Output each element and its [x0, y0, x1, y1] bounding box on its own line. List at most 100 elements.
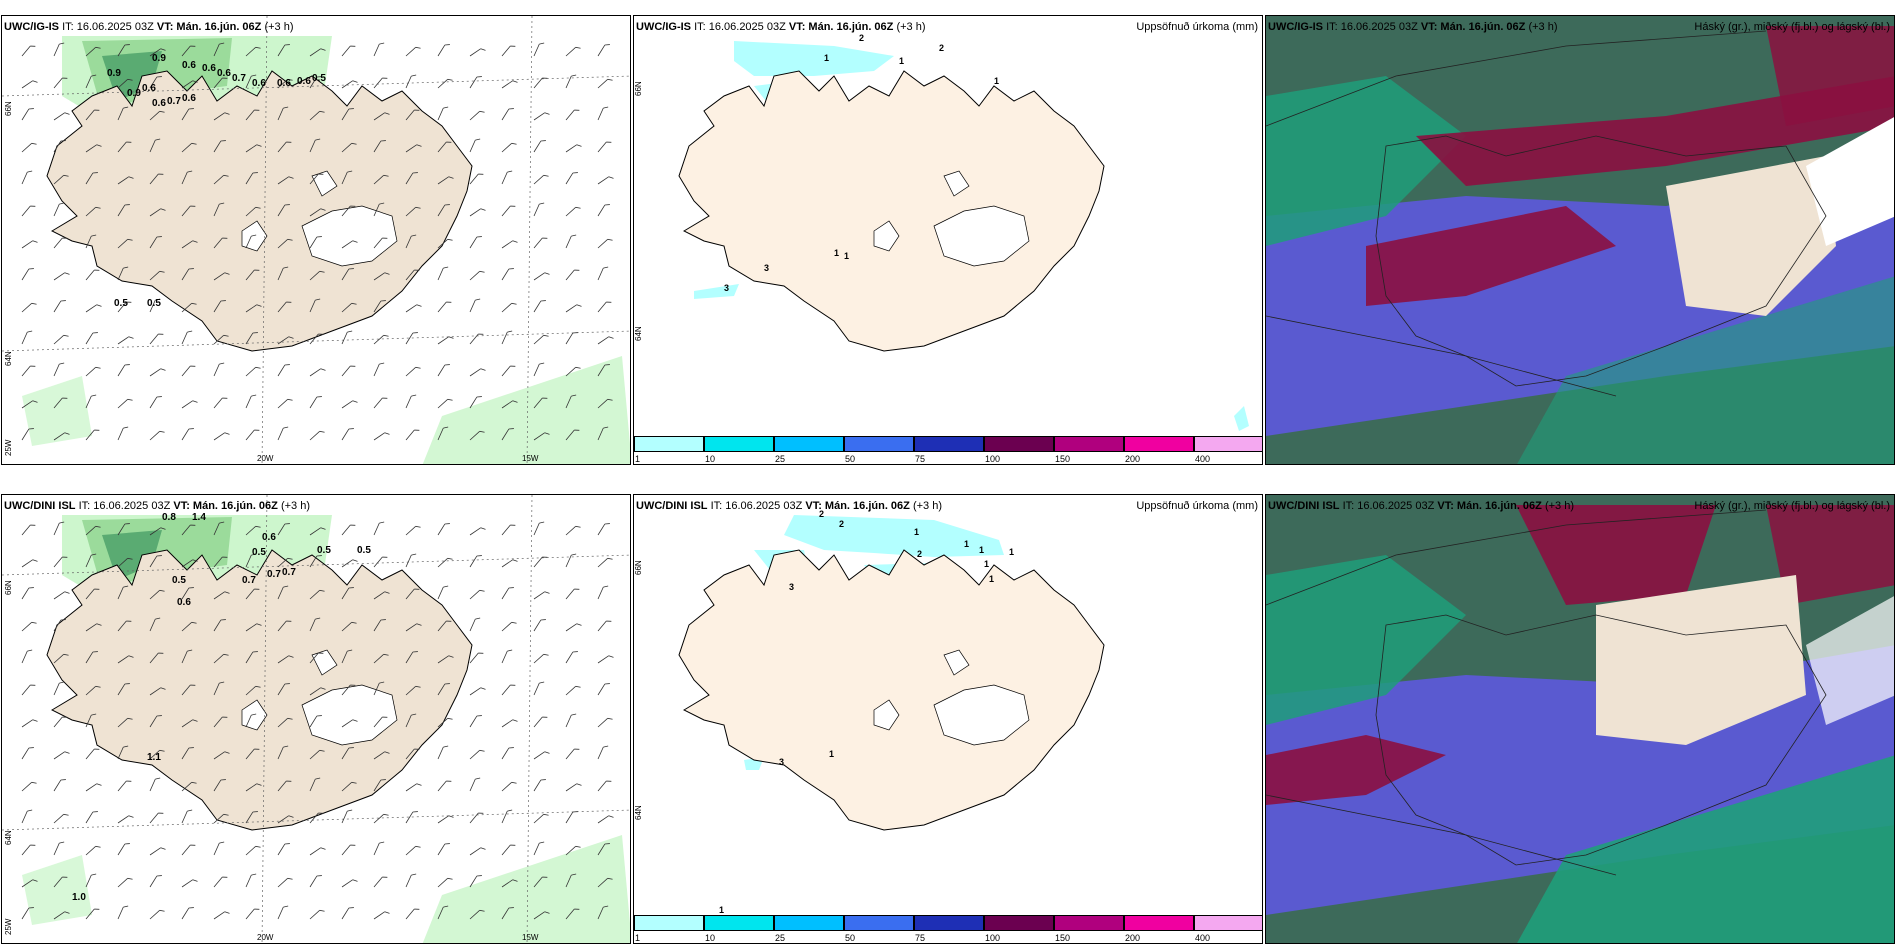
wind-barb: [405, 525, 421, 536]
precip-value-label: 2: [859, 33, 864, 43]
wind-barb: [309, 687, 326, 696]
wind-barb: [373, 591, 390, 600]
wind-barb: [85, 748, 100, 760]
wind-barb: [85, 588, 100, 600]
wind-barb: [501, 907, 514, 920]
graticule: [2, 16, 630, 464]
wind-barb: [53, 653, 69, 664]
wind-barb: [533, 334, 549, 345]
wind-barb: [437, 905, 449, 920]
wind-barb: [213, 911, 230, 920]
wind-barb: [373, 911, 390, 920]
lat-label: 64N: [4, 830, 13, 845]
panel-header: UWC/IG-IS IT: 16.06.2025 03Z VT: Mán. 16…: [1268, 21, 1558, 33]
wind-barb: [149, 589, 165, 600]
fog-value-label: 0.6: [202, 63, 216, 74]
precip-legend-swatch: [1054, 915, 1124, 931]
precip-value-label: 1: [994, 76, 999, 86]
precip-legend-label: 50: [845, 454, 856, 464]
lon-label: 15W: [522, 933, 539, 942]
low-cloud-area: [1766, 505, 1894, 605]
fog-value-label: 1.4: [192, 512, 206, 523]
fog-region: [422, 356, 630, 464]
wind-barb: [53, 876, 68, 888]
wind-barb: [277, 44, 290, 57]
wind-barb: [405, 429, 420, 441]
wind-barb: [181, 621, 197, 632]
high-cloud-area: [1266, 76, 1466, 246]
wind-barb: [405, 74, 417, 89]
model-name: UWC/DINI ISL: [1268, 500, 1340, 512]
wind-barb: [53, 591, 70, 600]
precip-legend-swatch: [1054, 436, 1124, 452]
wind-barb: [501, 649, 513, 664]
wind-barb: [405, 908, 420, 920]
fog-value-label: 0.6: [217, 68, 231, 79]
wind-barb: [53, 77, 68, 89]
wind-barb: [373, 841, 385, 856]
wind-barb: [277, 557, 293, 568]
wind-barb: [565, 234, 577, 249]
wind-barb: [213, 716, 228, 728]
low-cloud-area: [1266, 735, 1446, 805]
lon-label: 20W: [257, 454, 274, 463]
wind-barb: [373, 174, 389, 185]
wind-barb: [437, 238, 453, 249]
wind-barb: [21, 205, 36, 217]
wind-barb: [149, 715, 162, 728]
lon-label-edge: 25W: [4, 439, 13, 456]
lat-label: 64N: [634, 326, 643, 341]
wind-barb: [501, 400, 518, 409]
wind-barb: [309, 110, 325, 121]
wind-barb: [469, 812, 484, 824]
wind-barb: [469, 270, 485, 281]
wind-barb: [565, 553, 577, 568]
precip-legend-swatch: [774, 915, 844, 931]
wind-barb: [21, 719, 38, 728]
wind-barb: [533, 591, 550, 600]
wind-barb: [405, 783, 422, 792]
wind-barb: [85, 525, 101, 536]
wind-barb: [117, 44, 130, 57]
wind-barb: [21, 747, 34, 760]
precip-area: [734, 41, 894, 76]
precip-legend-swatch: [704, 436, 774, 452]
wind-barb: [405, 206, 421, 217]
wind-barb: [469, 48, 486, 57]
precip-legend-label: 1: [635, 933, 641, 943]
wind-barb: [213, 140, 226, 153]
wind-barb: [437, 620, 452, 632]
precip-legend-swatch: [844, 436, 914, 452]
wind-barb: [341, 108, 354, 121]
wind-barb: [597, 78, 613, 89]
wind-barb: [85, 651, 98, 664]
wind-barb: [533, 813, 549, 824]
wind-barb: [117, 843, 130, 856]
wind-barb: [245, 429, 260, 441]
valid-time: Mán. 16.jún. 06Z: [808, 21, 894, 33]
wind-barb: [309, 617, 321, 632]
wind-barb: [53, 202, 65, 217]
wind-barb: [469, 208, 486, 217]
glacier: [943, 170, 970, 197]
clear-area: [1596, 575, 1806, 745]
wind-barb: [373, 813, 389, 824]
wind-barb: [21, 302, 37, 313]
fog-value-label: 0.7: [282, 567, 296, 578]
precip-legend-swatch: [1194, 436, 1262, 452]
wind-barb: [213, 619, 226, 632]
wind-barb: [437, 398, 453, 409]
precip-value-label: 3: [764, 263, 769, 273]
wind-barb: [533, 432, 550, 441]
wind-barb: [597, 683, 610, 696]
wind-barb: [117, 557, 133, 568]
wind-barb: [245, 811, 258, 824]
wind-barb: [373, 556, 388, 568]
wind-barb: [597, 523, 610, 536]
wind-barb: [565, 206, 581, 217]
wind-barb: [213, 556, 228, 568]
model-name: UWC/DINI ISL: [636, 500, 708, 512]
wind-barb: [245, 623, 262, 632]
wind-barb: [85, 269, 100, 281]
precip-legend-swatch: [704, 915, 774, 931]
